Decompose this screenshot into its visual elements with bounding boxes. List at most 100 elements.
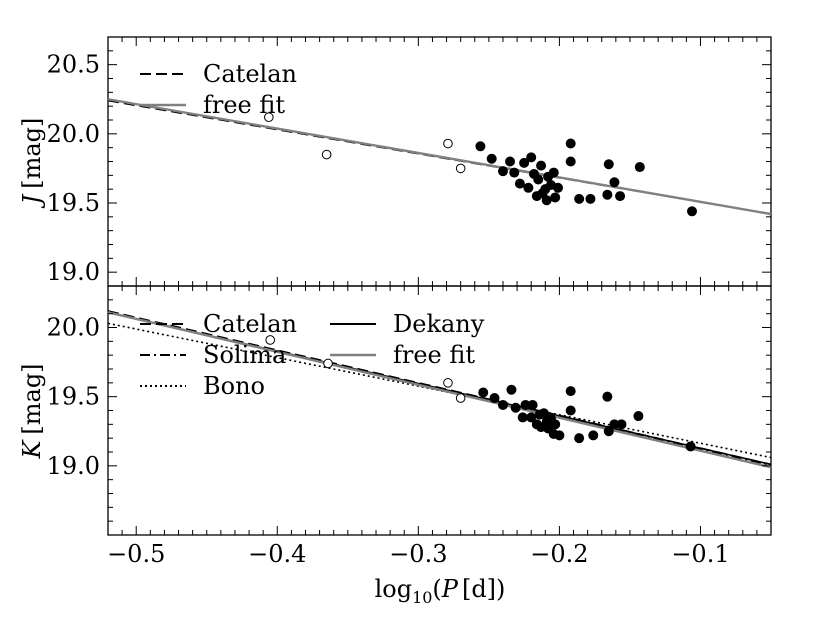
y-tick-label: 19.0	[47, 258, 100, 286]
x-tick-label: −0.3	[389, 540, 447, 568]
panel-j-points	[264, 112, 698, 217]
data-point-filled	[585, 193, 596, 204]
data-point-open	[455, 163, 466, 174]
panel-k-y-label: K [mag]	[18, 363, 46, 459]
legend-label-bono: Bono	[203, 372, 265, 400]
x-tick-label: −0.4	[248, 540, 306, 568]
data-point-filled	[615, 191, 626, 202]
data-point-open	[443, 378, 453, 388]
panel-k-y-label-unit: [mag]	[18, 363, 46, 434]
data-point-filled	[520, 399, 531, 410]
panel-k-y-label-symbol: K	[18, 439, 46, 460]
data-point-filled	[565, 405, 576, 416]
data-point-filled	[565, 138, 576, 149]
data-point-open	[455, 393, 466, 403]
data-point-filled	[497, 166, 508, 177]
x-tick-label: −0.5	[107, 540, 165, 568]
panel-k-y-ticks: 19.0 19.5 20.0	[47, 285, 771, 536]
x-axis-label-main: log	[375, 575, 413, 603]
data-point-filled	[574, 193, 585, 204]
legend-label-catelan: Catelan	[203, 310, 297, 338]
data-point-filled	[538, 408, 549, 419]
y-tick-label: 19.5	[47, 383, 100, 411]
panel-j-legend: Catelan free fit	[140, 60, 297, 119]
panel-k-band: 19.0 19.5 20.0 −0.5 −0.4 −0.3 −0.2 −0.1 Catela…	[18, 285, 772, 607]
data-point-filled	[523, 182, 534, 193]
fit-line-free-fit	[107, 311, 772, 469]
panel-j-y-label-unit: [mag]	[18, 118, 46, 189]
data-point-filled	[489, 393, 500, 404]
data-point-filled	[514, 178, 525, 189]
legend-label-catelan: Catelan	[203, 60, 297, 88]
data-point-filled	[519, 157, 530, 168]
panel-j-y-ticks: 19.0 19.5 20.0 20.5	[47, 36, 771, 287]
panel-k-x-ticks: −0.5 −0.4 −0.3 −0.2 −0.1	[107, 286, 772, 568]
panel-j-lines	[107, 98, 772, 216]
x-axis-label-var: P	[441, 575, 459, 603]
data-point-filled	[588, 430, 599, 441]
data-point-filled	[616, 419, 627, 430]
legend-label-dekany: Dekany	[393, 310, 485, 338]
data-point-filled	[550, 192, 561, 203]
data-point-filled	[527, 399, 538, 410]
x-axis-label-open: (	[432, 575, 441, 603]
data-point-filled	[634, 162, 645, 173]
x-axis-label-unit: [d]	[462, 575, 496, 603]
y-tick-label: 20.0	[47, 314, 100, 342]
x-axis-label-sub: 10	[412, 588, 432, 607]
data-point-filled	[505, 156, 516, 167]
panel-j-y-label-symbol: J	[18, 193, 46, 209]
data-point-filled	[533, 174, 544, 185]
data-point-open	[323, 358, 333, 369]
data-point-filled	[475, 141, 486, 152]
data-point-open	[264, 112, 274, 123]
data-point-filled	[633, 411, 644, 422]
data-point-filled	[536, 160, 547, 171]
data-point-filled	[554, 430, 565, 441]
y-tick-label: 19.5	[47, 189, 100, 217]
data-point-filled	[552, 182, 563, 193]
data-point-filled	[497, 399, 508, 410]
data-point-filled	[548, 167, 559, 178]
panel-k-lines	[107, 310, 772, 469]
data-point-filled	[603, 159, 614, 170]
data-point-filled	[574, 433, 585, 444]
x-axis-label: log10(P [d])	[375, 575, 506, 607]
data-point-filled	[609, 177, 620, 188]
data-point-filled	[602, 189, 613, 200]
data-point-filled	[550, 419, 561, 430]
y-tick-label: 20.0	[47, 120, 100, 148]
panel-j-x-ticks	[121, 37, 772, 286]
legend-label-solima: Solima	[203, 341, 286, 369]
data-point-filled	[510, 402, 521, 413]
x-tick-label: −0.2	[530, 540, 588, 568]
data-point-filled	[565, 156, 576, 167]
data-point-filled	[486, 153, 497, 164]
data-point-filled	[603, 426, 614, 437]
legend-label-free-fit: free fit	[393, 341, 475, 369]
data-point-open	[321, 149, 332, 160]
data-point-filled	[526, 152, 537, 163]
data-point-filled	[609, 419, 620, 430]
y-tick-label: 19.0	[47, 452, 100, 480]
data-point-filled	[478, 387, 489, 398]
data-point-filled	[687, 206, 698, 217]
fit-line-free-fit	[107, 98, 772, 216]
data-point-filled	[685, 441, 696, 452]
data-point-filled	[506, 384, 517, 395]
data-point-filled	[509, 167, 520, 178]
data-point-filled	[517, 412, 528, 423]
panel-j-y-label: J [mag]	[18, 118, 46, 210]
panel-k-points	[265, 335, 696, 452]
data-point-open	[443, 138, 453, 149]
data-point-filled	[565, 386, 576, 397]
data-point-open	[265, 335, 276, 345]
panel-j-band: 19.0 19.5 20.0 20.5 Catelan free fit J [mag]	[18, 36, 772, 287]
legend-label-free-fit: free fit	[203, 91, 285, 119]
y-tick-label: 20.5	[47, 51, 100, 79]
data-point-filled	[602, 391, 613, 402]
data-point-filled	[541, 195, 552, 206]
x-axis-label-close: )	[496, 575, 505, 603]
panel-k-legend: Catelan Solima Bono Dekany free fit	[140, 310, 485, 400]
